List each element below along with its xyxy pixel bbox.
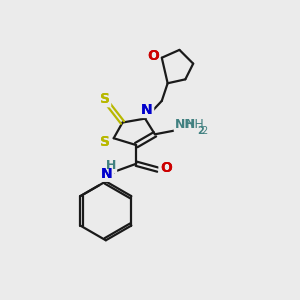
Text: O: O xyxy=(147,49,159,63)
Text: NH: NH xyxy=(175,118,196,131)
Text: 2: 2 xyxy=(198,126,204,136)
Text: O: O xyxy=(160,161,172,175)
Text: N: N xyxy=(141,103,153,117)
Text: H: H xyxy=(106,159,116,172)
Text: N: N xyxy=(141,103,153,117)
Text: S: S xyxy=(100,135,110,149)
Text: O: O xyxy=(147,49,159,63)
Text: S: S xyxy=(100,135,110,149)
Text: S: S xyxy=(100,92,110,106)
Text: S: S xyxy=(100,92,110,106)
Text: N: N xyxy=(101,167,112,181)
Text: 2: 2 xyxy=(198,126,204,136)
Text: 2: 2 xyxy=(201,126,207,136)
Text: H: H xyxy=(106,159,116,172)
Text: N: N xyxy=(141,103,153,117)
Text: NH: NH xyxy=(175,118,196,131)
Text: O: O xyxy=(160,161,172,175)
Text: N: N xyxy=(101,167,112,181)
Text: S: S xyxy=(100,92,110,106)
Text: O: O xyxy=(160,161,172,175)
Text: N: N xyxy=(101,167,112,181)
Text: S: S xyxy=(100,135,110,149)
Text: H: H xyxy=(106,159,116,172)
Text: NH: NH xyxy=(185,118,204,131)
Text: O: O xyxy=(147,49,159,63)
